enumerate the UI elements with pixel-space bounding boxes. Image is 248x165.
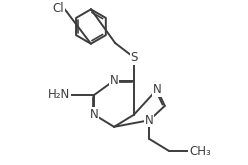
- Text: S: S: [130, 51, 138, 64]
- Text: N: N: [110, 74, 119, 87]
- Text: H₂N: H₂N: [48, 88, 70, 101]
- Text: CH₃: CH₃: [189, 145, 211, 158]
- Text: N: N: [145, 114, 154, 127]
- Text: N: N: [90, 108, 99, 121]
- Text: N: N: [153, 83, 161, 96]
- Text: Cl: Cl: [53, 2, 64, 15]
